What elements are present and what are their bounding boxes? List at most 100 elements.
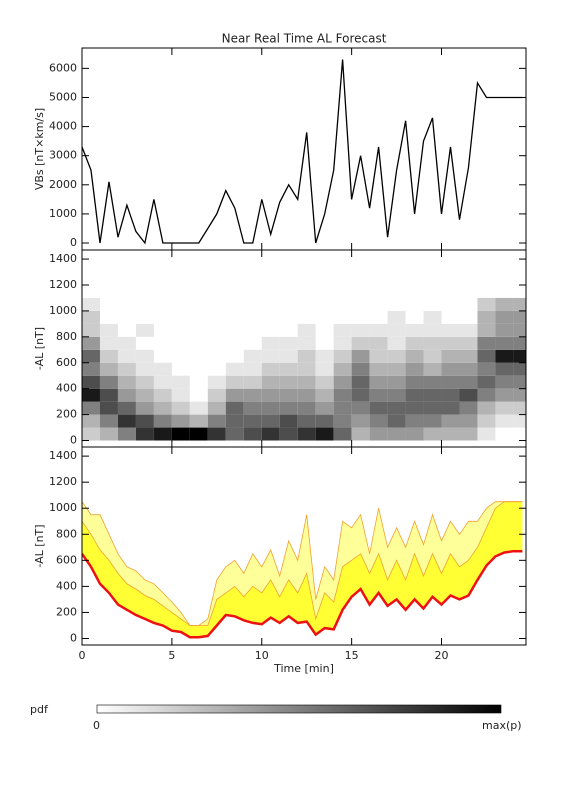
heatmap-cell [297, 336, 316, 350]
plot-area [82, 501, 523, 639]
heatmap-cell [423, 362, 442, 376]
y-axis-label: -AL [nT] [33, 327, 46, 370]
y-tick-label: 800 [56, 527, 77, 540]
y-tick-label: 1200 [49, 278, 77, 291]
heatmap-cell [333, 388, 352, 402]
heatmap-cell [423, 414, 442, 428]
heatmap-cell [387, 401, 406, 415]
heatmap-cell [459, 375, 478, 389]
heatmap-cell [477, 388, 496, 402]
heatmap-cell [441, 414, 460, 428]
heatmap-cell [315, 388, 334, 402]
heatmap-cell [441, 336, 460, 350]
heatmap-cell [369, 401, 388, 415]
heatmap-cell [513, 375, 526, 389]
heatmap-cell [441, 375, 460, 389]
heatmap-cell [369, 323, 388, 337]
heatmap-cell [99, 336, 118, 350]
heatmap-cell [82, 362, 100, 376]
heatmap-cell [387, 388, 406, 402]
heatmap-cell [117, 336, 136, 350]
heatmap-cell [405, 375, 424, 389]
heatmap-cell [82, 388, 100, 402]
band-area [82, 501, 523, 638]
heatmap-cell [405, 414, 424, 428]
heatmap-cell [279, 427, 298, 441]
heatmap-cell [153, 388, 172, 402]
heatmap-cell [477, 349, 496, 363]
heatmap-cell [207, 414, 226, 428]
heatmap-cell [459, 349, 478, 363]
y-tick-label: 1200 [49, 475, 77, 488]
heatmap-cell [135, 427, 154, 441]
heatmap-cell [477, 401, 496, 415]
heatmap-cell [135, 414, 154, 428]
heatmap-cell [207, 388, 226, 402]
heatmap-cell [423, 336, 442, 350]
y-tick-label: 4000 [49, 120, 77, 133]
heatmap-cell [135, 388, 154, 402]
heatmap-cell [333, 401, 352, 415]
heatmap-cell [423, 375, 442, 389]
heatmap-cell [99, 414, 118, 428]
heatmap-cell [477, 362, 496, 376]
plot-area [82, 297, 526, 441]
heatmap-cell [189, 414, 208, 428]
heatmap-cell [351, 336, 370, 350]
data-line [82, 59, 523, 245]
heatmap-cell [135, 323, 154, 337]
heatmap-cell [171, 427, 190, 441]
heatmap-cell [369, 336, 388, 350]
plot-area [82, 59, 523, 245]
heatmap-cell [351, 414, 370, 428]
heatmap-cell [459, 362, 478, 376]
y-tick-label: 2000 [49, 178, 77, 191]
x-tick-label: 10 [255, 649, 269, 662]
heatmap-cell [351, 375, 370, 389]
heatmap-cell [117, 362, 136, 376]
band-line [82, 549, 523, 639]
heatmap-cell [513, 297, 526, 311]
heatmap-cell [513, 323, 526, 337]
heatmap-cell [243, 375, 262, 389]
heatmap-cell [405, 349, 424, 363]
heatmap-cell [315, 375, 334, 389]
heatmap-cell [261, 349, 280, 363]
heatmap-cell [369, 414, 388, 428]
heatmap-cell [225, 401, 244, 415]
chart-title: Near Real Time AL Forecast [222, 32, 387, 46]
y-tick-label: 400 [56, 579, 77, 592]
heatmap-cell [225, 362, 244, 376]
heatmap-cell [243, 349, 262, 363]
heatmap-cell [297, 362, 316, 376]
heatmap-cell [82, 414, 100, 428]
heatmap-cell [513, 401, 526, 415]
x-tick-label: 5 [168, 649, 175, 662]
heatmap-cell [261, 401, 280, 415]
y-tick-label: 600 [56, 553, 77, 566]
heatmap-cell [441, 349, 460, 363]
heatmap-cell [459, 401, 478, 415]
heatmap-cell [513, 414, 526, 428]
heatmap-cell [117, 375, 136, 389]
heatmap-cell [261, 388, 280, 402]
heatmap-cell [279, 362, 298, 376]
band-line [82, 501, 523, 626]
heatmap-cell [495, 310, 514, 324]
heatmap-cell [261, 362, 280, 376]
x-tick-label: 15 [345, 649, 359, 662]
heatmap-cell [495, 297, 514, 311]
heatmap-cell [387, 414, 406, 428]
heatmap-cell [387, 427, 406, 441]
colorbar [96, 704, 502, 714]
heatmap-cell [333, 375, 352, 389]
heatmap-cell [225, 414, 244, 428]
heatmap-cell [369, 375, 388, 389]
heatmap-cell [99, 362, 118, 376]
heatmap-cell [423, 323, 442, 337]
heatmap-cell [387, 336, 406, 350]
heatmap-cell [513, 336, 526, 350]
heatmap-cell [171, 414, 190, 428]
heatmap-cell [135, 349, 154, 363]
